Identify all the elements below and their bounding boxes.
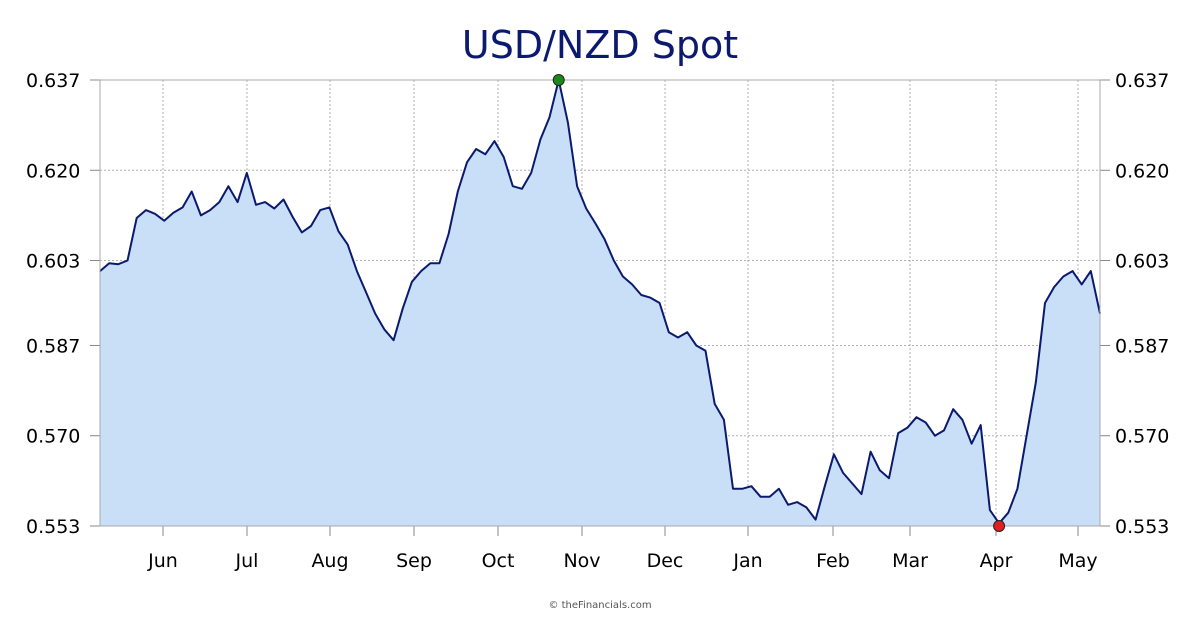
high-marker <box>552 74 565 86</box>
y-tick-label-right: 0.620 <box>1115 160 1169 182</box>
y-tick-label-left: 0.637 <box>26 70 80 92</box>
x-tick-label: May <box>1058 550 1097 572</box>
y-tick-label-right: 0.587 <box>1115 335 1169 357</box>
y-tick-label-left: 0.587 <box>26 335 80 357</box>
low-marker <box>993 520 1006 532</box>
x-tick-label: Dec <box>647 550 684 572</box>
x-tick-label: Sep <box>396 550 432 572</box>
x-tick-label: Feb <box>816 550 850 572</box>
x-tick-label: Nov <box>563 550 600 572</box>
y-tick-label-left: 0.553 <box>26 516 80 538</box>
marker-layer <box>552 74 1006 532</box>
x-tick-label: Jul <box>235 550 259 572</box>
plot-border <box>99 79 1101 527</box>
y-tick-label-left: 0.620 <box>26 160 80 182</box>
y-tick-label-right: 0.553 <box>1115 516 1169 538</box>
y-tick-label-right: 0.637 <box>1115 70 1169 92</box>
y-tick-label-right: 0.603 <box>1115 251 1169 273</box>
label-layer: 0.553 0.553 0.570 0.570 0.587 0.587 0.603 0.603… <box>26 70 1169 572</box>
axis-layer <box>90 79 1110 536</box>
x-tick-label: Apr <box>980 550 1013 572</box>
y-tick-label-left: 0.603 <box>26 251 80 273</box>
x-tick-label: Oct <box>482 550 515 572</box>
y-tick-label-right: 0.570 <box>1115 426 1169 448</box>
x-tick-label: Aug <box>311 550 348 572</box>
y-tick-label-left: 0.570 <box>26 426 80 448</box>
x-tick-label: Mar <box>892 550 928 572</box>
area-layer <box>99 79 1101 526</box>
area-fill <box>100 80 1100 526</box>
x-tick-label: Jan <box>732 550 762 572</box>
x-tick-label: Jun <box>147 550 178 572</box>
chart-title: USD/NZD Spot <box>462 23 738 67</box>
price-line <box>99 79 1101 525</box>
credit-text: © theFinancials.com <box>548 600 651 611</box>
